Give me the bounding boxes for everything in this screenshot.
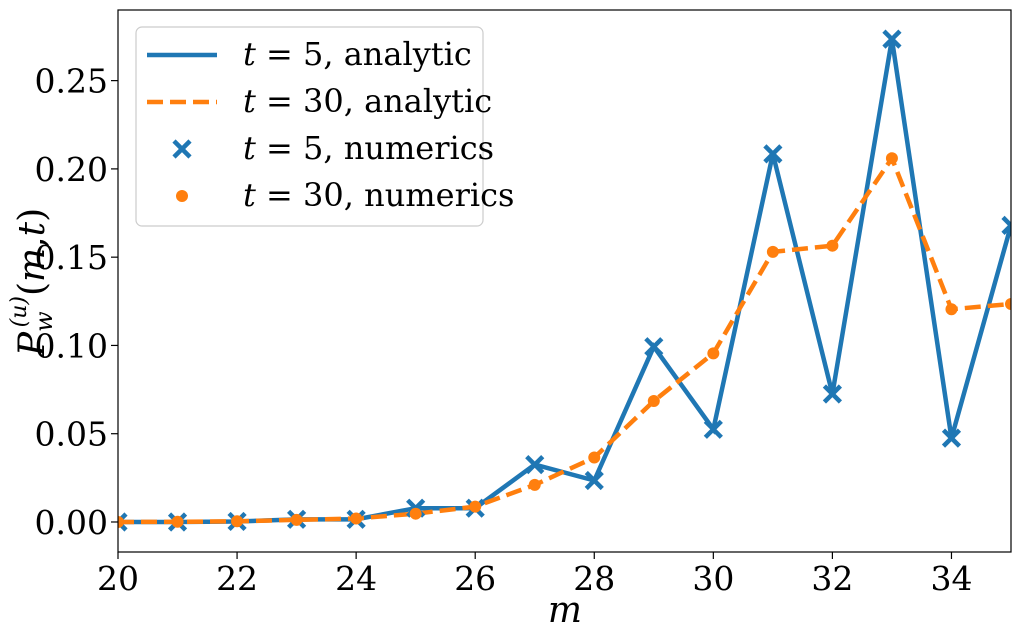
dot-marker-point — [290, 513, 303, 526]
x-tick-label: 32 — [811, 559, 853, 598]
legend-entry-t5-analytic: t = 5, analytic — [147, 35, 472, 73]
dot-marker-point — [118, 515, 124, 528]
x-axis-label: m — [548, 590, 582, 631]
x-marker-point — [1001, 215, 1011, 235]
y-tick-label: 0.25 — [35, 62, 108, 101]
svg-text:t = 5, numerics: t = 5, numerics — [243, 129, 494, 167]
y-axis-label: Pw(u)(m,t) — [7, 208, 58, 357]
x-tick-label: 20 — [97, 559, 139, 598]
dot-marker-point — [707, 347, 720, 360]
x-marker-point — [584, 470, 604, 491]
y-tick-label: 0.15 — [35, 238, 108, 277]
x-marker-point — [644, 337, 664, 357]
dot-marker-point — [409, 507, 422, 520]
x-marker-point — [763, 144, 783, 164]
x-tick-label: 22 — [216, 559, 258, 598]
y-tick-label: 0.10 — [35, 326, 108, 365]
legend-entry-t30-analytic: t = 30, analytic — [147, 82, 492, 120]
dot-marker-point — [885, 152, 898, 165]
x-marker-point — [882, 29, 902, 49]
y-tick-label: 0.00 — [35, 503, 108, 542]
dot-marker-point — [350, 512, 363, 525]
svg-text:t = 30, numerics: t = 30, numerics — [243, 176, 514, 214]
x-marker-point — [822, 384, 842, 404]
dot-marker-point — [171, 515, 184, 528]
x-tick-label: 30 — [692, 559, 734, 598]
svg-text:t = 30, analytic: t = 30, analytic — [243, 82, 492, 120]
legend-label-t5-analytic: = 5, analytic — [256, 35, 472, 73]
x-tick-label: 34 — [930, 559, 972, 598]
legend-label-t5-numerics: = 5, numerics — [256, 129, 494, 167]
x-marker-point — [941, 428, 962, 448]
dot-marker-point — [528, 478, 541, 491]
legend-label-var: t — [243, 35, 256, 73]
series-group — [118, 29, 1011, 532]
dot-marker-point — [647, 395, 660, 408]
x-tick-label: 28 — [573, 559, 615, 598]
legend: t = 5, analytic t = 30, analytic t = 5, … — [135, 26, 514, 227]
x-marker-point — [525, 455, 545, 475]
legend-label-var: t — [243, 129, 256, 167]
x-marker-point — [118, 512, 128, 532]
dot-marker-point — [469, 500, 482, 513]
legend-label-t30-analytic: = 30, analytic — [256, 82, 492, 120]
x-tick-label: 26 — [454, 559, 496, 598]
legend-entry-t5-numerics: t = 5, numerics — [172, 129, 494, 167]
dot-marker-point — [231, 515, 244, 528]
dot-marker-point — [588, 451, 601, 464]
legend-label-t30-numerics: = 30, numerics — [256, 176, 515, 214]
series-line-1 — [118, 153, 1011, 525]
dot-marker-point — [1005, 297, 1011, 310]
dot-marker-point — [945, 303, 958, 316]
x-tick-label: 24 — [335, 559, 377, 598]
legend-label-var: t — [243, 82, 256, 120]
plot-area-frame — [117, 9, 1012, 553]
legend-box — [135, 26, 484, 227]
legend-swatch-x-marker — [172, 139, 192, 159]
series-layer — [118, 29, 1011, 532]
x-marker-point — [703, 419, 723, 439]
y-tick-label: 0.20 — [35, 150, 108, 189]
x-axis-ticks: 20 22 24 26 28 30 32 34 — [97, 552, 972, 598]
svg-text:Pw(u)(m,t): Pw(u)(m,t) — [7, 208, 58, 357]
dot-marker-point — [766, 245, 779, 258]
legend-swatch-dot-marker — [176, 190, 188, 202]
dot-marker-point — [826, 239, 839, 252]
svg-text:t = 5, analytic: t = 5, analytic — [243, 35, 472, 73]
y-tick-label: 0.05 — [35, 415, 108, 454]
legend-entry-t30-numerics: t = 30, numerics — [176, 176, 514, 214]
y-axis-ticks: 0.00 0.05 0.10 0.15 0.20 0.25 — [35, 62, 118, 542]
legend-label-var: t — [243, 176, 256, 214]
